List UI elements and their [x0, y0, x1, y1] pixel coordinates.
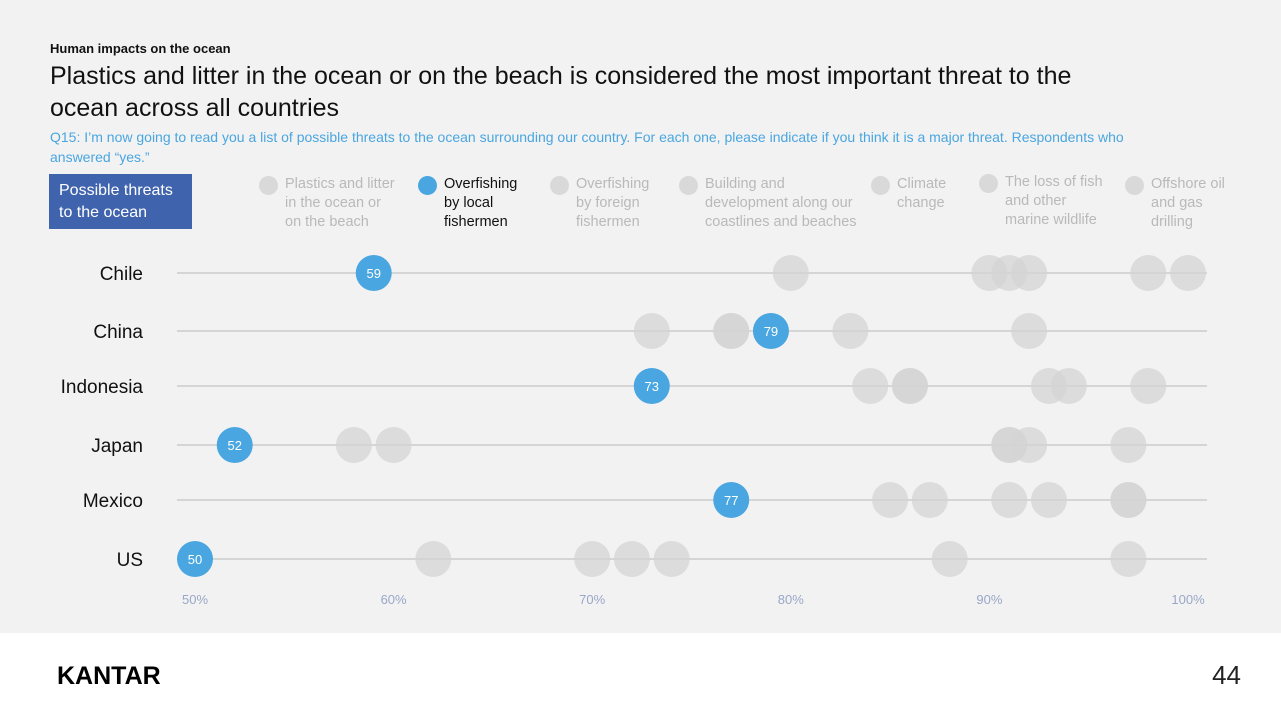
page-number: 44 — [1212, 660, 1241, 690]
legend-label: Plastics and litter in the ocean or on t… — [285, 176, 395, 230]
x-tick-label: 50% — [182, 592, 208, 607]
other-threat-dot — [991, 482, 1028, 518]
legend-item-overfishing-foreign: Overfishing by foreign fishermen — [550, 175, 650, 232]
other-threat-dot — [1110, 427, 1147, 463]
legend-label: Offshore oil and gas drilling — [1151, 176, 1225, 230]
other-threat-dot — [1011, 255, 1048, 291]
other-threat-dot — [931, 541, 968, 577]
section-kicker: Human impacts on the ocean — [50, 41, 231, 56]
legend-dot-icon — [259, 176, 278, 195]
other-threat-dot — [713, 313, 750, 349]
legend-item-plastics: Plastics and litter in the ocean or on t… — [259, 175, 395, 232]
other-threat-dot — [872, 482, 909, 518]
country-label: US — [117, 550, 143, 571]
legend-item-overfishing-local: Overfishing by local fishermen — [418, 175, 518, 232]
other-threat-dot — [633, 313, 670, 349]
other-threat-dot — [772, 255, 809, 291]
data-label: 77 — [724, 493, 738, 508]
dot-plot-chart: Chile 59 China 79 Indonesia 73 Japan 52 Mexico 77… — [61, 255, 1207, 607]
other-threat-dot — [1170, 255, 1206, 291]
data-label: 52 — [227, 438, 241, 453]
other-threat-dot — [1030, 482, 1067, 518]
legend-label: Overfishing by foreign fishermen — [576, 176, 650, 230]
legend-label: The loss of fish and other marine wildli… — [1005, 174, 1103, 228]
overfishing-local-dot — [355, 255, 392, 291]
other-threat-dot — [832, 313, 869, 349]
legend-dot-icon — [550, 176, 569, 195]
data-label: 73 — [645, 379, 659, 394]
legend-item-loss-of-wildlife: The loss of fish and other marine wildli… — [979, 173, 1103, 230]
other-threat-dot — [911, 482, 948, 518]
slide-background — [0, 0, 1281, 633]
legend-item-offshore-drilling: Offshore oil and gas drilling — [1125, 175, 1225, 232]
other-threat-dot — [653, 541, 690, 577]
legend-label: Building and development along our coast… — [705, 176, 857, 230]
country-label: Chile — [100, 264, 143, 285]
legend-label: Overfishing by local fishermen — [444, 176, 518, 230]
x-tick-label: 70% — [579, 592, 605, 607]
other-threat-dot — [1011, 313, 1048, 349]
other-threat-dot — [852, 368, 889, 404]
country-label: Japan — [91, 436, 143, 457]
overfishing-local-dot — [216, 427, 253, 463]
legend-dot-icon — [979, 174, 998, 193]
legend-title-box: Possible threats to the ocean — [49, 174, 192, 229]
legend-dot-icon — [1125, 176, 1144, 195]
kantar-logo: KANTAR — [57, 662, 161, 690]
legend-dot-icon — [418, 176, 437, 195]
x-tick-label: 60% — [381, 592, 407, 607]
slide-title: Plastics and litter in the ocean or on t… — [50, 62, 1072, 122]
other-threat-dot — [1011, 427, 1048, 463]
overfishing-local-dot — [177, 541, 213, 577]
legend-item-climate-change: Climate change — [871, 175, 947, 213]
country-label: Mexico — [83, 491, 143, 512]
other-threat-dot — [335, 427, 372, 463]
legend-item-coastal-development: Building and development along our coast… — [679, 175, 857, 232]
other-threat-dot — [375, 427, 412, 463]
other-threat-dot — [891, 368, 928, 404]
overfishing-local-dot — [633, 368, 670, 404]
other-threat-dot — [1130, 368, 1167, 404]
question-subtitle: Q15: I’m now going to read you a list of… — [50, 129, 1124, 165]
country-label: China — [93, 322, 143, 343]
x-tick-label: 80% — [778, 592, 804, 607]
x-tick-label: 100% — [1171, 592, 1205, 607]
legend-dot-icon — [679, 176, 698, 195]
legend-label: Climate change — [897, 176, 947, 211]
other-threat-dot — [1110, 482, 1147, 518]
other-threat-dot — [574, 541, 611, 577]
data-label: 50 — [188, 552, 202, 567]
overfishing-local-dot — [752, 313, 789, 349]
legend-dot-icon — [871, 176, 890, 195]
x-tick-label: 90% — [976, 592, 1002, 607]
overfishing-local-dot — [713, 482, 750, 518]
country-label: Indonesia — [61, 377, 144, 398]
other-threat-dot — [1050, 368, 1087, 404]
data-label: 59 — [367, 266, 381, 281]
other-threat-dot — [1130, 255, 1167, 291]
other-threat-dot — [1110, 541, 1147, 577]
data-label: 79 — [764, 324, 778, 339]
other-threat-dot — [613, 541, 650, 577]
other-threat-dot — [415, 541, 452, 577]
